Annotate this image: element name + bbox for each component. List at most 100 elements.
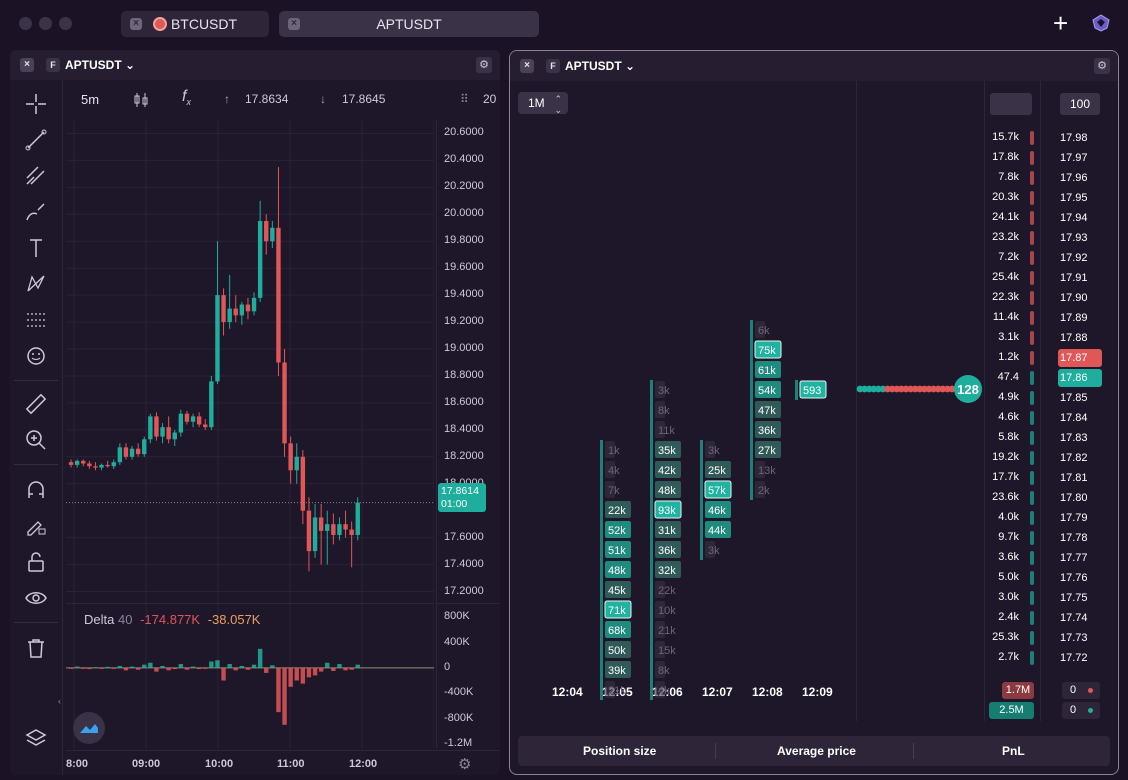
dom-price-level[interactable]: 17.74 bbox=[1060, 612, 1088, 624]
tab-close-icon[interactable]: × bbox=[130, 18, 142, 30]
dom-price-level[interactable]: 17.93 bbox=[1060, 232, 1088, 244]
dom-price-level[interactable]: 17.77 bbox=[1060, 552, 1088, 564]
dom-price-level[interactable]: 17.72 bbox=[1060, 652, 1088, 664]
new-tab-button[interactable]: + bbox=[1053, 8, 1069, 38]
trend-line-icon[interactable] bbox=[24, 128, 48, 152]
close-window-button[interactable] bbox=[19, 17, 32, 30]
volume-header[interactable] bbox=[990, 93, 1032, 115]
footprint-cell: 71k bbox=[604, 600, 632, 619]
dom-price-level[interactable]: 17.90 bbox=[1060, 292, 1088, 304]
tab-btcusdt[interactable]: × BTCUSDT bbox=[121, 11, 269, 37]
symbol-selector[interactable]: APTUSDT ⌄ bbox=[65, 58, 135, 72]
tab-aptusdt[interactable]: × APTUSDT bbox=[279, 11, 539, 37]
time-axis[interactable]: 8:00 09:00 10:00 11:00 12:00 ⚙ bbox=[66, 750, 500, 775]
dom-price-level[interactable]: 17.98 bbox=[1060, 132, 1088, 144]
dom-price-level[interactable]: 17.89 bbox=[1060, 312, 1088, 324]
magnet-icon[interactable] bbox=[24, 478, 48, 502]
indicators-icon[interactable]: fx bbox=[182, 88, 191, 108]
current-price-tag: 17.8614 01:00 bbox=[438, 483, 486, 512]
candle-body bbox=[81, 460, 86, 464]
dom-price-level[interactable]: 17.96 bbox=[1060, 172, 1088, 184]
dom-price-level[interactable]: 17.92 bbox=[1060, 252, 1088, 264]
bid-orders[interactable]: 0 bbox=[1062, 702, 1100, 719]
svg-text:44k: 44k bbox=[708, 525, 726, 537]
dom-volume: 5.0k bbox=[998, 571, 1019, 583]
brush-icon[interactable] bbox=[24, 200, 48, 224]
dom-price-level[interactable]: 17.81 bbox=[1060, 472, 1088, 484]
dom-price-level[interactable]: 17.84 bbox=[1060, 412, 1088, 424]
dom-price-level[interactable]: 17.97 bbox=[1060, 152, 1088, 164]
tab-close-icon[interactable]: × bbox=[288, 18, 300, 30]
timeframe-select[interactable]: 1M ⌃ ⌄ bbox=[518, 92, 568, 115]
crosshair-icon[interactable] bbox=[24, 92, 48, 116]
ruler-icon[interactable] bbox=[24, 392, 48, 416]
trash-icon[interactable] bbox=[24, 636, 48, 660]
delta-tick: 400K bbox=[444, 635, 470, 648]
chart-logo-button[interactable] bbox=[73, 712, 105, 744]
symbol-selector[interactable]: APTUSDT ⌄ bbox=[565, 59, 635, 73]
pattern-icon[interactable] bbox=[24, 272, 48, 296]
price-tick: 20.2000 bbox=[444, 180, 484, 193]
timeframe-selector[interactable]: 5m bbox=[81, 92, 100, 107]
svg-text:48k: 48k bbox=[608, 565, 626, 577]
dom-price-level[interactable]: 17.88 bbox=[1060, 332, 1088, 344]
candle-body bbox=[239, 304, 245, 316]
dom-price-level[interactable]: 17.94 bbox=[1060, 212, 1088, 224]
panel-close-button[interactable]: × bbox=[20, 58, 34, 72]
price-chart[interactable] bbox=[66, 120, 435, 605]
footprint-cell: 25k bbox=[705, 461, 731, 478]
footprint-cell: 8k bbox=[655, 401, 670, 418]
gear-icon[interactable]: ⚙ bbox=[476, 57, 492, 73]
brand-logo-icon[interactable] bbox=[1092, 14, 1110, 32]
eye-icon[interactable] bbox=[24, 586, 48, 610]
price-tick: 19.0000 bbox=[444, 342, 484, 355]
footprint-chart[interactable]: 12:04 12:05 12:06 12:07 12:08 12:091k4k7k22k5… bbox=[510, 51, 984, 721]
depth-setting[interactable]: 100 bbox=[1060, 93, 1100, 115]
candle-type-icon[interactable] bbox=[134, 92, 148, 111]
price-axis[interactable]: 20.6000 20.4000 20.2000 20.0000 19.8000 19.60… bbox=[436, 120, 500, 605]
dom-price-level[interactable]: 17.82 bbox=[1060, 452, 1088, 464]
dom-price-level[interactable]: 17.91 bbox=[1060, 272, 1088, 284]
emoji-icon[interactable] bbox=[24, 344, 48, 368]
delta-axis[interactable]: 800K 400K 0 -400K -800K -1.2M bbox=[436, 603, 500, 749]
measure-range-icon[interactable] bbox=[24, 308, 48, 332]
dom-price-level[interactable]: 17.76 bbox=[1060, 572, 1088, 584]
dom-price-level[interactable]: 17.79 bbox=[1060, 512, 1088, 524]
footprint-volume-bar bbox=[700, 440, 703, 560]
dom-price-level[interactable]: 17.86 bbox=[1058, 369, 1102, 387]
candle-body bbox=[160, 427, 165, 437]
panel-close-button[interactable]: × bbox=[520, 59, 534, 73]
text-icon[interactable] bbox=[24, 236, 48, 260]
svg-text:8k: 8k bbox=[658, 405, 670, 417]
chart-settings-icon[interactable]: ⚙ bbox=[458, 756, 472, 773]
zoom-window-button[interactable] bbox=[59, 17, 72, 30]
delta-tick: -400K bbox=[444, 686, 474, 699]
dom-price-level[interactable]: 17.73 bbox=[1060, 632, 1088, 644]
ask-orders[interactable]: 0 bbox=[1062, 682, 1100, 699]
dom-volume-bar bbox=[1030, 451, 1034, 465]
dom-price-level[interactable]: 17.87 bbox=[1058, 349, 1102, 367]
collapse-sidebar-icon[interactable]: ‹ bbox=[58, 696, 61, 706]
dom-price-level[interactable]: 17.75 bbox=[1060, 592, 1088, 604]
svg-text:57k: 57k bbox=[708, 485, 726, 497]
dom-price-level[interactable]: 17.83 bbox=[1060, 432, 1088, 444]
delta-tick: 800K bbox=[444, 610, 470, 623]
delta-pane[interactable] bbox=[66, 603, 435, 749]
time-tick: 8:00 bbox=[66, 758, 89, 770]
dom-price-level[interactable]: 17.95 bbox=[1060, 192, 1088, 204]
footprint-cell: 11k bbox=[655, 421, 675, 438]
gear-icon[interactable]: ⚙ bbox=[1094, 58, 1110, 74]
lock-drawing-icon[interactable] bbox=[24, 514, 48, 538]
dom-price-level[interactable]: 17.85 bbox=[1060, 392, 1088, 404]
minimize-window-button[interactable] bbox=[39, 17, 52, 30]
delta-bar bbox=[227, 664, 232, 668]
svg-text:50k: 50k bbox=[608, 645, 626, 657]
unlock-icon[interactable] bbox=[24, 550, 48, 574]
grid-dots-icon[interactable]: ⠿ bbox=[460, 92, 469, 106]
fib-channel-icon[interactable] bbox=[24, 164, 48, 188]
price-tick: 17.6000 bbox=[444, 530, 484, 543]
layers-icon[interactable] bbox=[24, 726, 48, 750]
dom-price-level[interactable]: 17.78 bbox=[1060, 532, 1088, 544]
dom-price-level[interactable]: 17.80 bbox=[1060, 492, 1088, 504]
zoom-in-icon[interactable] bbox=[24, 428, 48, 452]
